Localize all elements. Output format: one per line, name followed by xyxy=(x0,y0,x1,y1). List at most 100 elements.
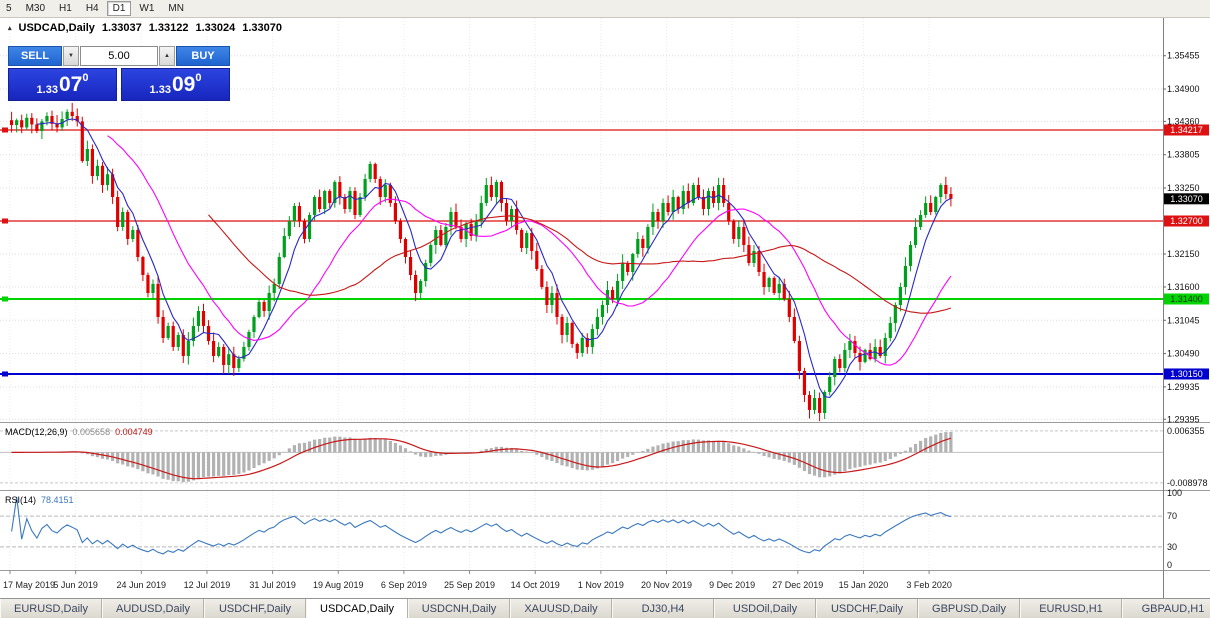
timeframe-button-d1[interactable]: D1 xyxy=(106,1,132,16)
bid-price-big-digits: 07 xyxy=(58,73,83,96)
rsi-pane xyxy=(11,496,952,555)
chart-header: ▴ USDCAD,Daily 1.33037 1.33122 1.33024 1… xyxy=(8,22,282,34)
svg-text:1 Nov 2019: 1 Nov 2019 xyxy=(578,580,624,590)
macd-pane xyxy=(10,431,953,483)
chart-tab-gbpaud-h1[interactable]: GBPAUD,H1 xyxy=(1122,599,1210,618)
chart-tab-xauusd-daily[interactable]: XAUUSD,Daily xyxy=(510,599,612,618)
svg-text:15 Jan 2020: 15 Jan 2020 xyxy=(839,580,889,590)
chart-tab-dj30-h4[interactable]: DJ30,H4 xyxy=(612,599,714,618)
macd-histogram-value: 0.005658 xyxy=(72,427,111,437)
svg-text:1.33805: 1.33805 xyxy=(1167,150,1200,160)
chart-tabs-bar: EURUSD,Daily AUDUSD,Daily USDCHF,Daily USDC… xyxy=(0,598,1210,618)
chart-symbol-label: USDCAD,Daily xyxy=(18,22,95,34)
vertical-gridlines xyxy=(9,18,930,570)
svg-text:12 Jul 2019: 12 Jul 2019 xyxy=(184,580,231,590)
svg-text:1.30490: 1.30490 xyxy=(1167,349,1200,359)
svg-text:100: 100 xyxy=(1167,488,1182,498)
svg-text:1.35455: 1.35455 xyxy=(1167,51,1200,61)
one-click-trading-panel: SELL ▼ ▲ BUY 1.33 07 0 1.33 09 0 xyxy=(8,46,230,101)
svg-text:25 Sep 2019: 25 Sep 2019 xyxy=(444,580,495,590)
price-tags: 1.34217 1.32700 1.31400 1.30150 1.33070 xyxy=(1164,124,1209,380)
timeframe-toolbar: 5 M30 H1 H4 D1 W1 MN xyxy=(0,0,1210,18)
buy-button[interactable]: BUY xyxy=(176,46,230,66)
ohlc-open: 1.33037 xyxy=(101,22,142,34)
svg-text:1.33070: 1.33070 xyxy=(1170,194,1203,204)
sell-button[interactable]: SELL xyxy=(8,46,62,66)
volume-increase-button[interactable]: ▲ xyxy=(159,46,175,66)
svg-text:6 Sep 2019: 6 Sep 2019 xyxy=(381,580,427,590)
timeframe-button-h1[interactable]: H1 xyxy=(53,1,78,16)
ohlc-high: 1.33122 xyxy=(148,22,189,34)
ohlc-close: 1.33070 xyxy=(242,22,282,34)
rsi-value: 78.4151 xyxy=(41,495,74,505)
ask-price-panel[interactable]: 1.33 09 0 xyxy=(121,68,230,101)
chart-tab-usdoil-daily[interactable]: USDOil,Daily xyxy=(714,599,816,618)
chart-symbol-icon: ▴ xyxy=(8,25,12,32)
svg-text:3 Feb 2020: 3 Feb 2020 xyxy=(906,580,952,590)
timeframe-button-5[interactable]: 5 xyxy=(0,1,18,16)
svg-text:19 Aug 2019: 19 Aug 2019 xyxy=(313,580,364,590)
volume-decrease-button[interactable]: ▼ xyxy=(63,46,79,66)
ask-price-prefix: 1.33 xyxy=(149,84,171,96)
bid-price-panel[interactable]: 1.33 07 0 xyxy=(8,68,117,101)
moving-average-lines xyxy=(36,118,952,399)
svg-text:1.34900: 1.34900 xyxy=(1167,84,1200,94)
svg-text:5 Jun 2019: 5 Jun 2019 xyxy=(53,580,98,590)
chart-tab-usdchf-daily[interactable]: USDCHF,Daily xyxy=(204,599,306,618)
chart-tab-eurusd-daily[interactable]: EURUSD,Daily xyxy=(0,599,102,618)
svg-text:1.29935: 1.29935 xyxy=(1167,382,1200,392)
timeframe-button-mn[interactable]: MN xyxy=(162,1,190,16)
svg-text:0: 0 xyxy=(1167,560,1172,570)
svg-text:0.006355: 0.006355 xyxy=(1167,426,1205,436)
svg-text:27 Dec 2019: 27 Dec 2019 xyxy=(772,580,823,590)
svg-text:31 Jul 2019: 31 Jul 2019 xyxy=(249,580,296,590)
svg-text:24 Jun 2019: 24 Jun 2019 xyxy=(117,580,167,590)
rsi-indicator-header: RSI(14) 78.4151 xyxy=(5,495,74,505)
svg-text:1.32150: 1.32150 xyxy=(1167,249,1200,259)
bid-price-pip-digit: 0 xyxy=(82,72,89,84)
svg-text:1.31400: 1.31400 xyxy=(1170,294,1203,304)
svg-text:1.32700: 1.32700 xyxy=(1170,216,1203,226)
chart-tab-audusd-daily[interactable]: AUDUSD,Daily xyxy=(102,599,204,618)
chart-tab-usdcnh-daily[interactable]: USDCNH,Daily xyxy=(408,599,510,618)
chart-area[interactable]: 1.35455 1.34900 1.34360 1.33805 1.33250 1.321… xyxy=(0,18,1210,598)
timeframe-button-w1[interactable]: W1 xyxy=(133,1,160,16)
svg-text:20 Nov 2019: 20 Nov 2019 xyxy=(641,580,692,590)
svg-text:-0.008978: -0.008978 xyxy=(1167,478,1208,488)
svg-text:17 May 2019: 17 May 2019 xyxy=(3,580,55,590)
svg-text:1.33250: 1.33250 xyxy=(1167,183,1200,193)
horizontal-level-lines[interactable] xyxy=(0,127,1163,377)
svg-text:14 Oct 2019: 14 Oct 2019 xyxy=(511,580,560,590)
svg-text:30: 30 xyxy=(1167,542,1177,552)
macd-indicator-header: MACD(12,26,9) 0.005658 0.004749 xyxy=(5,427,153,437)
volume-input[interactable] xyxy=(80,46,158,66)
pane-separators[interactable] xyxy=(0,18,1210,598)
macd-signal-value: 0.004749 xyxy=(115,427,153,437)
timeframe-button-m30[interactable]: M30 xyxy=(20,1,51,16)
macd-name: MACD(12,26,9) xyxy=(5,427,68,437)
svg-text:1.34360: 1.34360 xyxy=(1167,116,1200,126)
svg-text:1.31600: 1.31600 xyxy=(1167,282,1200,292)
chart-background xyxy=(0,18,1210,598)
bid-price-prefix: 1.33 xyxy=(36,84,58,96)
ask-price-big-digits: 09 xyxy=(171,73,196,96)
chart-tab-eurusd-h1[interactable]: EURUSD,H1 xyxy=(1020,599,1122,618)
chart-tab-usdchf-daily[interactable]: USDCHF,Daily xyxy=(816,599,918,618)
svg-text:1.34217: 1.34217 xyxy=(1170,125,1203,135)
price-axis[interactable]: 1.35455 1.34900 1.34360 1.33805 1.33250 1.321… xyxy=(1163,51,1208,570)
chart-tab-usdcad-daily[interactable]: USDCAD,Daily xyxy=(306,599,408,618)
chart-canvas[interactable]: 1.35455 1.34900 1.34360 1.33805 1.33250 1.321… xyxy=(0,18,1210,598)
svg-text:1.31045: 1.31045 xyxy=(1167,315,1200,325)
ohlc-low: 1.33024 xyxy=(195,22,236,34)
svg-text:9 Dec 2019: 9 Dec 2019 xyxy=(709,580,755,590)
timeframe-button-h4[interactable]: H4 xyxy=(80,1,105,16)
ask-price-pip-digit: 0 xyxy=(195,72,202,84)
svg-text:1.30150: 1.30150 xyxy=(1170,369,1203,379)
candles-layer xyxy=(10,102,953,422)
svg-text:1.29395: 1.29395 xyxy=(1167,414,1200,424)
rsi-name: RSI(14) xyxy=(5,495,37,505)
chart-tab-gbpusd-daily[interactable]: GBPUSD,Daily xyxy=(918,599,1020,618)
svg-text:70: 70 xyxy=(1167,511,1177,521)
